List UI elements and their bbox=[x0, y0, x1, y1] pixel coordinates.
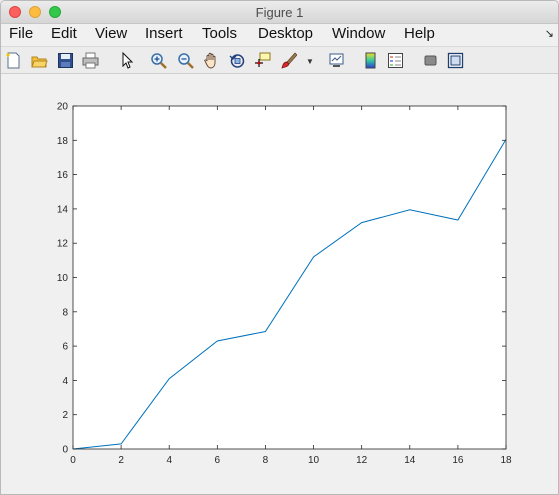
data-line-series-1 bbox=[72, 139, 507, 450]
menu-edit[interactable]: Edit bbox=[51, 25, 77, 42]
axes-background bbox=[73, 106, 506, 449]
pan-hand-icon[interactable] bbox=[203, 52, 220, 69]
menu-desktop[interactable]: Desktop bbox=[258, 25, 314, 42]
window-title: Figure 1 bbox=[255, 5, 304, 20]
x-tick-label: 8 bbox=[263, 455, 269, 466]
pointer-icon[interactable] bbox=[119, 52, 136, 69]
print-icon[interactable] bbox=[82, 52, 99, 69]
axes-box bbox=[72, 105, 507, 450]
x-tick-label: 6 bbox=[215, 455, 221, 466]
x-tick-label: 14 bbox=[404, 455, 416, 466]
new-figure-icon[interactable] bbox=[5, 52, 22, 69]
menu-tools[interactable]: Tools bbox=[202, 25, 238, 42]
hide-plot-tools-icon[interactable] bbox=[422, 52, 439, 69]
menu-view[interactable]: View bbox=[95, 25, 128, 42]
close-button[interactable] bbox=[9, 6, 21, 18]
y-tick-label: 2 bbox=[62, 410, 68, 421]
menu-window[interactable]: Window bbox=[332, 25, 386, 42]
y-tick-label: 10 bbox=[57, 273, 69, 284]
zoom-in-icon[interactable] bbox=[150, 52, 167, 69]
y-tick-label: 14 bbox=[57, 204, 69, 215]
x-tick-label: 2 bbox=[118, 455, 124, 466]
x-tick-label: 10 bbox=[308, 455, 320, 466]
y-tick-label: 6 bbox=[62, 342, 68, 353]
zoom-out-icon[interactable] bbox=[177, 52, 194, 69]
title-bar[interactable]: Figure 1 bbox=[1, 1, 558, 24]
zoom-button[interactable] bbox=[49, 6, 61, 18]
y-tick-label: 18 bbox=[57, 136, 69, 147]
figure-toolbar: ▼ bbox=[1, 46, 558, 74]
brush-icon[interactable] bbox=[280, 52, 297, 69]
rotate-3d-icon[interactable] bbox=[229, 52, 246, 69]
x-tick-label: 18 bbox=[500, 455, 512, 466]
link-plot-icon[interactable] bbox=[328, 52, 345, 69]
y-tick-label: 12 bbox=[57, 239, 69, 250]
line-chart[interactable]: 0 2 4 6 8 10 12 14 16 18 0 2 4 6 8 10 12 14 16 18 20 bbox=[1, 74, 559, 495]
colorbar-icon[interactable] bbox=[362, 52, 379, 69]
show-plot-tools-icon[interactable] bbox=[447, 52, 464, 69]
x-tick-label: 0 bbox=[70, 455, 76, 466]
figure-canvas: 0 2 4 6 8 10 12 14 16 18 0 2 4 6 8 10 12 14 16 18 20 bbox=[1, 74, 559, 495]
y-tick-label: 0 bbox=[62, 445, 68, 456]
menu-overflow-icon[interactable]: ↘ bbox=[544, 28, 554, 40]
x-tick-label: 16 bbox=[452, 455, 464, 466]
y-tick-label: 16 bbox=[57, 170, 69, 181]
save-icon[interactable] bbox=[57, 52, 74, 69]
menu-insert[interactable]: Insert bbox=[145, 25, 183, 42]
y-tick-label: 4 bbox=[62, 376, 68, 387]
legend-icon[interactable] bbox=[387, 52, 404, 69]
minimize-button[interactable] bbox=[29, 6, 41, 18]
y-tick-label: 8 bbox=[62, 307, 68, 318]
y-tick-label: 20 bbox=[57, 102, 69, 113]
menu-file[interactable]: File bbox=[9, 25, 34, 42]
x-tick-label: 12 bbox=[356, 455, 368, 466]
menu-bar: File Edit View Insert Tools Desktop Wind… bbox=[1, 24, 558, 45]
brush-dropdown-icon[interactable]: ▼ bbox=[306, 57, 314, 66]
menu-help[interactable]: Help bbox=[404, 25, 435, 42]
x-tick-label: 4 bbox=[166, 455, 172, 466]
open-file-icon[interactable] bbox=[31, 52, 48, 69]
data-cursor-icon[interactable] bbox=[254, 52, 271, 69]
